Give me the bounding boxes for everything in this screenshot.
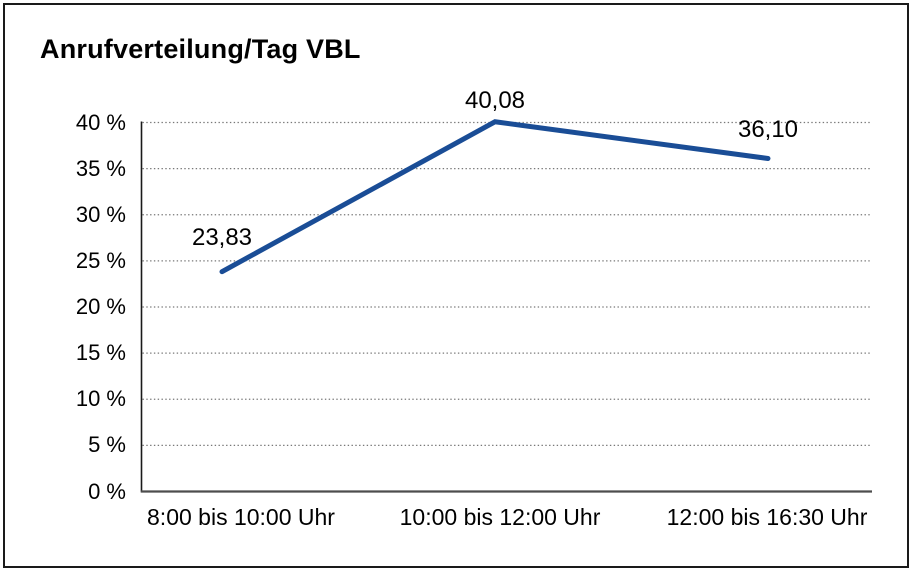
data-point-label: 36,10 [737, 116, 799, 144]
y-tick-label: 15 % [75, 340, 126, 366]
data-line [219, 119, 771, 275]
chart-title: Anrufverteilung/Tag VBL [40, 34, 361, 64]
y-tick-label: 40 % [75, 109, 126, 135]
x-axis-label: 8:00 bis 10:00 Uhr [147, 504, 335, 530]
x-axis-label: 10:00 bis 12:00 Uhr [399, 504, 601, 530]
y-tick-label: 5 % [88, 432, 126, 458]
y-tick-label: 30 % [75, 201, 126, 227]
y-tick-label: 10 % [75, 386, 126, 412]
x-axis-label: 12:00 bis 16:30 Uhr [666, 504, 868, 530]
y-tick-label: 35 % [75, 155, 126, 181]
y-tick-label: 0 % [88, 478, 126, 504]
y-tick-label: 20 % [75, 294, 126, 319]
y-tick-label: 25 % [75, 247, 126, 273]
data-point-label: 40,08 [464, 86, 526, 114]
data-point-label: 23,83 [191, 223, 253, 251]
